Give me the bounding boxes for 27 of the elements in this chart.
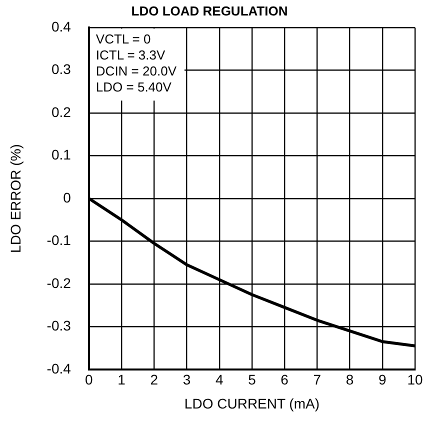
y-tick-label: 0.1	[51, 146, 72, 163]
x-tick-label: 8	[346, 372, 354, 388]
x-tick-label: 7	[313, 372, 322, 388]
x-tick-label: 10	[407, 372, 423, 388]
annotation: ICTL = 3.3V	[96, 48, 166, 63]
y-axis-title: LDO ERROR (%)	[7, 144, 24, 253]
x-tick-label: 0	[85, 372, 94, 388]
annotation: LDO = 5.40V	[96, 80, 172, 95]
x-tick-label: 4	[215, 372, 224, 388]
annotation: VCTL = 0	[96, 32, 151, 47]
chart-title: LDO LOAD REGULATION	[131, 3, 288, 18]
y-tick-label: 0.4	[51, 18, 72, 34]
y-tick-label: 0.2	[51, 104, 72, 120]
x-axis-title: LDO CURRENT (mA)	[184, 395, 320, 412]
x-tick-label: 3	[182, 372, 191, 388]
y-tick-label: -0.2	[46, 274, 72, 291]
y-tick-label: -0.1	[46, 232, 72, 248]
annotation: DCIN = 20.0V	[96, 64, 177, 79]
y-tick-label: 0	[63, 189, 72, 206]
x-tick-label: 9	[378, 372, 386, 388]
y-tick-label: -0.4	[46, 360, 72, 376]
y-tick-label: 0.3	[51, 61, 72, 78]
y-tick-label: -0.3	[46, 318, 72, 334]
x-tick-label: 6	[280, 372, 289, 388]
x-tick-label: 2	[150, 372, 158, 388]
x-tick-label: 1	[118, 372, 126, 388]
x-tick-label: 5	[248, 372, 256, 388]
